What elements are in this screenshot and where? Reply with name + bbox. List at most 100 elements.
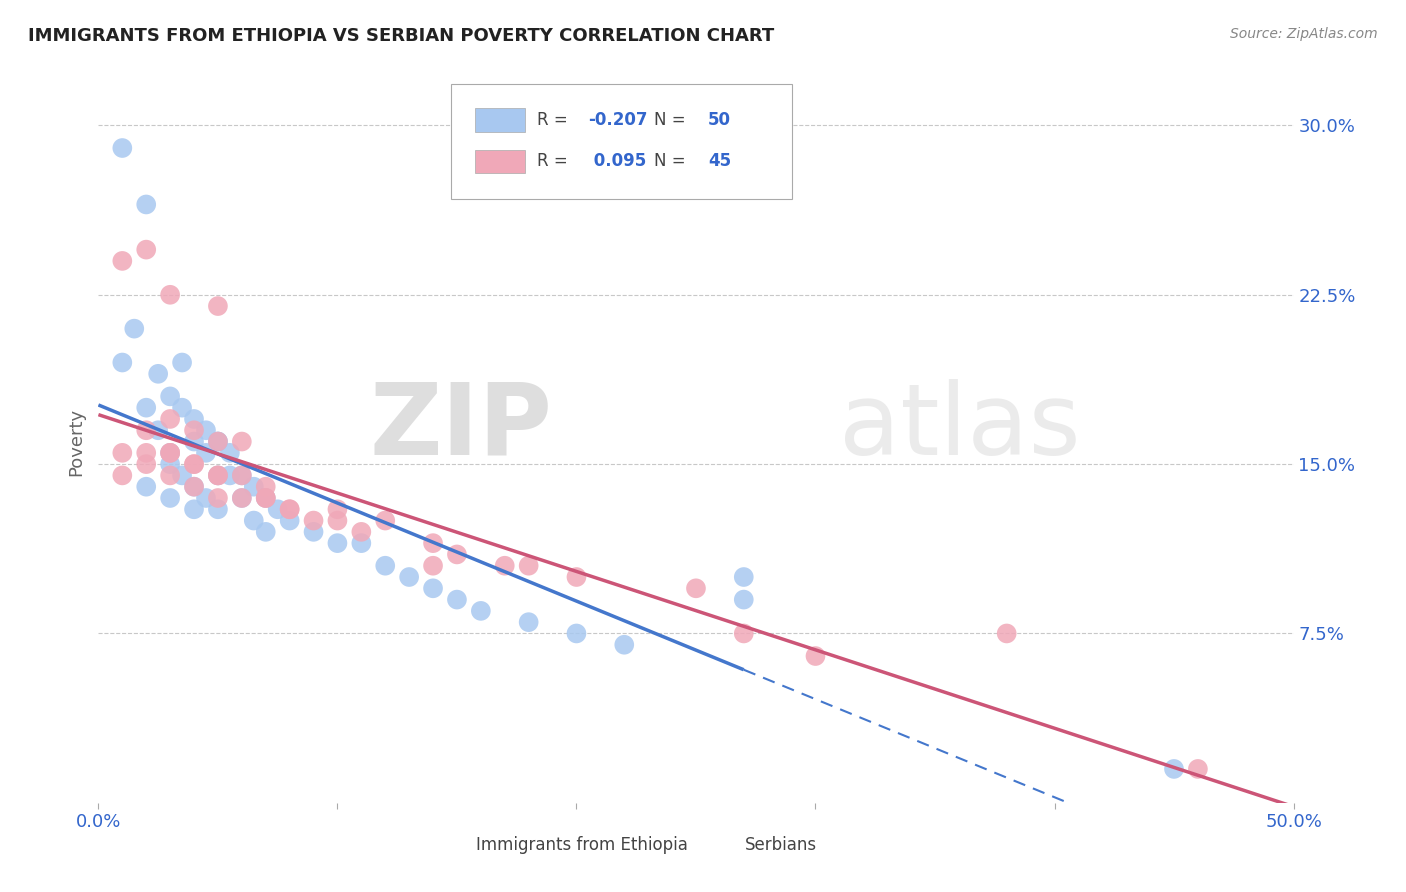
Point — [195, 491, 218, 505]
Point — [159, 446, 181, 460]
Point — [326, 514, 349, 528]
Point — [231, 468, 253, 483]
Text: atlas: atlas — [839, 378, 1081, 475]
Point — [254, 480, 277, 494]
Text: 0.095: 0.095 — [589, 153, 647, 170]
Point — [183, 480, 205, 494]
FancyBboxPatch shape — [432, 836, 468, 854]
Point — [111, 141, 134, 155]
Point — [135, 423, 157, 437]
Point — [278, 502, 301, 516]
Point — [195, 446, 218, 460]
Text: Source: ZipAtlas.com: Source: ZipAtlas.com — [1230, 27, 1378, 41]
Point — [148, 423, 170, 437]
Text: -0.207: -0.207 — [589, 111, 648, 129]
Point — [231, 434, 253, 449]
Point — [733, 570, 755, 584]
Point — [565, 570, 588, 584]
Point — [183, 480, 205, 494]
Point — [183, 457, 205, 471]
Text: R =: R = — [537, 111, 568, 129]
Point — [172, 468, 194, 483]
Point — [207, 299, 229, 313]
Point — [326, 502, 349, 516]
Point — [135, 197, 157, 211]
FancyBboxPatch shape — [700, 836, 737, 854]
Point — [172, 401, 194, 415]
Point — [207, 434, 229, 449]
FancyBboxPatch shape — [475, 109, 524, 132]
Text: IMMIGRANTS FROM ETHIOPIA VS SERBIAN POVERTY CORRELATION CHART: IMMIGRANTS FROM ETHIOPIA VS SERBIAN POVE… — [28, 27, 775, 45]
Point — [183, 423, 205, 437]
Point — [172, 355, 194, 369]
Point — [183, 412, 205, 426]
Point — [733, 626, 755, 640]
Point — [207, 491, 229, 505]
Point — [302, 514, 325, 528]
Point — [207, 502, 229, 516]
Point — [517, 615, 540, 630]
Point — [207, 434, 229, 449]
Point — [254, 491, 277, 505]
Point — [254, 491, 277, 505]
Point — [350, 536, 373, 550]
FancyBboxPatch shape — [451, 84, 792, 200]
Point — [733, 592, 755, 607]
Point — [159, 457, 181, 471]
Point — [135, 243, 157, 257]
Point — [195, 423, 218, 437]
Point — [422, 582, 444, 596]
Point — [207, 468, 229, 483]
Point — [135, 446, 157, 460]
Point — [231, 491, 253, 505]
Point — [302, 524, 325, 539]
Point — [148, 367, 170, 381]
Point — [207, 468, 229, 483]
Point — [565, 626, 588, 640]
Point — [219, 468, 242, 483]
Text: N =: N = — [654, 111, 686, 129]
Point — [350, 524, 373, 539]
Point — [374, 558, 396, 573]
Point — [494, 558, 516, 573]
Point — [398, 570, 420, 584]
Point — [231, 491, 253, 505]
Point — [159, 468, 181, 483]
Point — [159, 287, 181, 301]
Point — [159, 389, 181, 403]
Text: ZIP: ZIP — [370, 378, 553, 475]
Point — [207, 434, 229, 449]
Point — [374, 514, 396, 528]
Point — [231, 468, 253, 483]
Point — [159, 446, 181, 460]
Point — [685, 582, 707, 596]
Point — [254, 491, 277, 505]
Point — [804, 648, 827, 663]
Text: Serbians: Serbians — [745, 836, 817, 854]
Point — [326, 536, 349, 550]
Point — [111, 253, 134, 268]
Point — [183, 502, 205, 516]
Text: Immigrants from Ethiopia: Immigrants from Ethiopia — [477, 836, 688, 854]
Point — [111, 446, 134, 460]
Point — [995, 626, 1018, 640]
Text: N =: N = — [654, 153, 686, 170]
Point — [243, 514, 266, 528]
Point — [254, 524, 277, 539]
Point — [267, 502, 290, 516]
Point — [111, 468, 134, 483]
Point — [613, 638, 636, 652]
Point — [219, 446, 242, 460]
Point — [159, 412, 181, 426]
Point — [183, 434, 205, 449]
Point — [135, 457, 157, 471]
Point — [135, 480, 157, 494]
Point — [159, 446, 181, 460]
Point — [183, 457, 205, 471]
Text: R =: R = — [537, 153, 568, 170]
Y-axis label: Poverty: Poverty — [67, 408, 86, 475]
Point — [207, 468, 229, 483]
Point — [243, 480, 266, 494]
Text: 50: 50 — [709, 111, 731, 129]
Point — [446, 548, 468, 562]
